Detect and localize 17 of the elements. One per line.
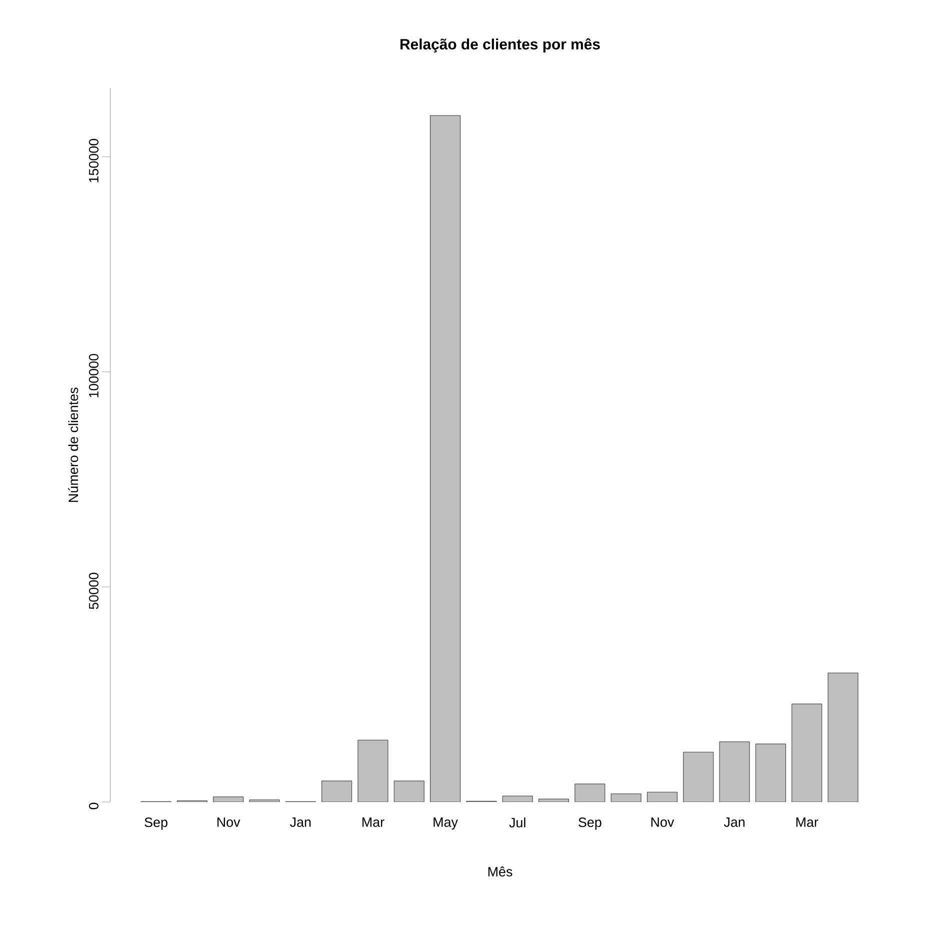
x-tick-label: Sep (144, 818, 168, 830)
x-tick-label: Jan (290, 818, 311, 827)
x-axis-title: Mês (488, 866, 512, 876)
y-axis-title: Número de clientes (68, 388, 78, 502)
x-tick-label: Nov (651, 818, 674, 827)
x-tick-label: Jan (724, 818, 745, 827)
x-tick-label: Nov (217, 818, 240, 827)
chart-title: Relação de clientes por mês (400, 38, 600, 52)
y-tick-label: 100000 (88, 354, 98, 398)
x-tick-label: Mar (362, 818, 384, 827)
x-tick-label: Sep (578, 818, 602, 830)
y-tick-label: 150000 (88, 138, 98, 182)
x-tick-label: May (434, 818, 458, 830)
y-tick-label: 0 (88, 802, 98, 810)
y-tick-label: 50000 (88, 572, 98, 610)
x-tick-label: Mar (796, 818, 818, 827)
x-tick-label: Jul (509, 818, 526, 828)
